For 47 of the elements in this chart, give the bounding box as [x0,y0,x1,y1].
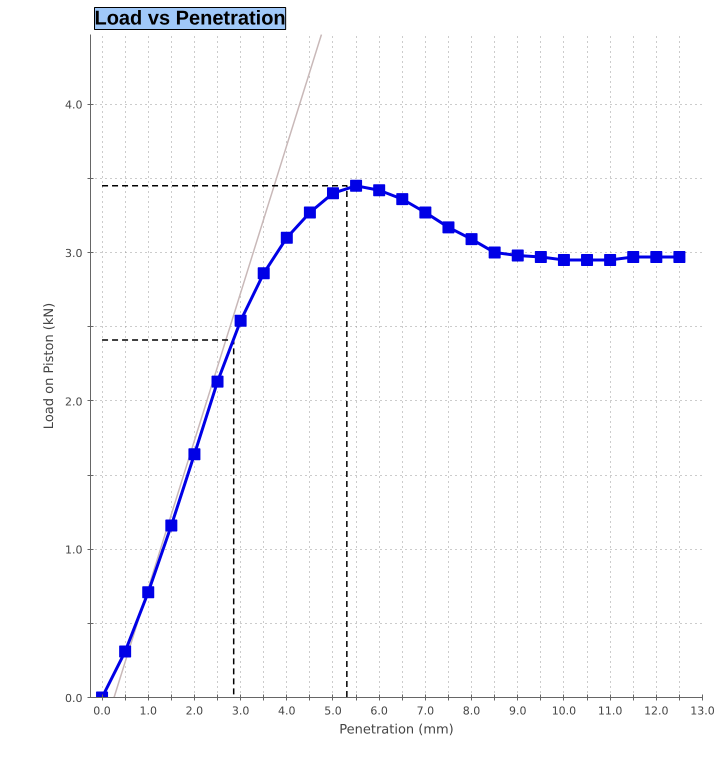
y-axis-title: Load on Piston (kN) [42,302,58,430]
y-tick-label: 2.0 [65,395,83,408]
point [212,376,224,388]
x-tick-label: 8.0 [462,704,480,718]
point [419,206,432,218]
point [673,250,686,263]
x-tick-label: 9.0 [509,704,526,718]
x-tick-label: 5.0 [324,704,342,718]
point [373,184,386,196]
point [604,254,616,266]
x-tick-label: 0.0 [93,704,111,718]
x-tick-label: 1.0 [139,704,157,718]
x-tick-label: 2.0 [186,704,204,718]
point [512,250,524,262]
x-tick-label: 10.0 [552,704,576,718]
y-tick-label: 3.0 [65,247,83,260]
y-tick-label: 4.0 [65,98,83,112]
point [165,519,178,532]
point [581,254,594,266]
point [488,246,501,259]
x-tick-label: 11.0 [598,704,622,718]
point [142,586,154,598]
point [119,646,132,658]
point [558,254,570,266]
point [442,221,454,234]
x-tick-label: 4.0 [278,704,296,718]
point [188,448,200,460]
y-tick-label: 1.0 [65,544,83,557]
x-tick-label: 13.0 [690,704,715,718]
point [280,232,293,244]
x-tick-label: 3.0 [232,704,250,718]
chart-title: Load vs Penetration [94,8,286,30]
point [234,314,247,327]
point [534,250,547,263]
y-tick-label: 0.0 [65,692,83,705]
point [304,206,316,218]
point [466,233,478,246]
x-axis-title: Penetration (mm) [339,722,454,738]
point [627,250,640,263]
point [650,250,662,263]
x-tick-label: 6.0 [370,704,388,718]
x-tick-label: 12.0 [644,704,669,718]
point [326,187,339,200]
x-tick-label: 7.0 [416,704,434,718]
point [350,180,362,192]
point [396,193,408,206]
point [258,267,270,280]
